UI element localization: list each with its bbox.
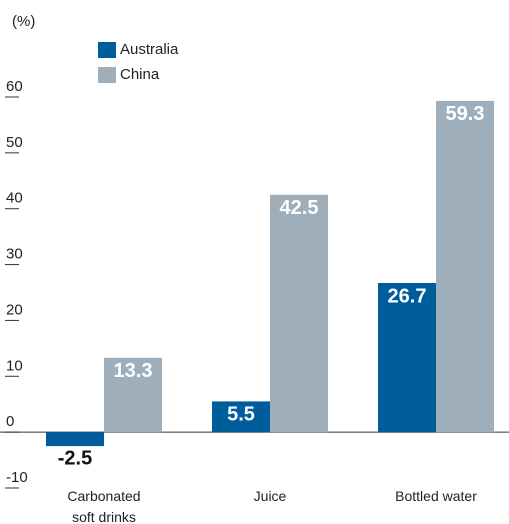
y-tick-label: 40 <box>6 190 23 207</box>
bar <box>436 100 494 433</box>
x-tick-label: Carbonated soft drinks <box>67 488 141 524</box>
value-label: 13.3 <box>114 360 153 382</box>
y-tick-label: 0 <box>6 413 14 430</box>
value-label: -2.5 <box>58 447 92 469</box>
x-tick-label: Bottled water <box>395 488 477 504</box>
x-tick-label: Juice <box>253 488 287 504</box>
bar <box>104 357 162 433</box>
legend-label: China <box>120 66 160 83</box>
bar <box>378 283 436 433</box>
bar <box>46 432 104 447</box>
value-label: 59.3 <box>446 103 485 125</box>
bar <box>270 194 328 433</box>
legend-label: Australia <box>120 41 179 58</box>
unit-label: (%) <box>12 13 35 30</box>
y-tick-label: 60 <box>6 78 23 95</box>
value-label: 42.5 <box>280 197 319 219</box>
value-label: 5.5 <box>227 404 255 426</box>
legend-swatch <box>98 42 116 58</box>
value-label: 26.7 <box>388 285 427 307</box>
y-tick-label: -10 <box>6 469 28 486</box>
bar <box>212 401 270 433</box>
y-tick-label: 10 <box>6 357 23 374</box>
y-tick-label: 50 <box>6 134 23 151</box>
y-tick-label: 20 <box>6 301 23 318</box>
y-tick-label: 30 <box>6 246 23 263</box>
legend-swatch <box>98 67 116 83</box>
